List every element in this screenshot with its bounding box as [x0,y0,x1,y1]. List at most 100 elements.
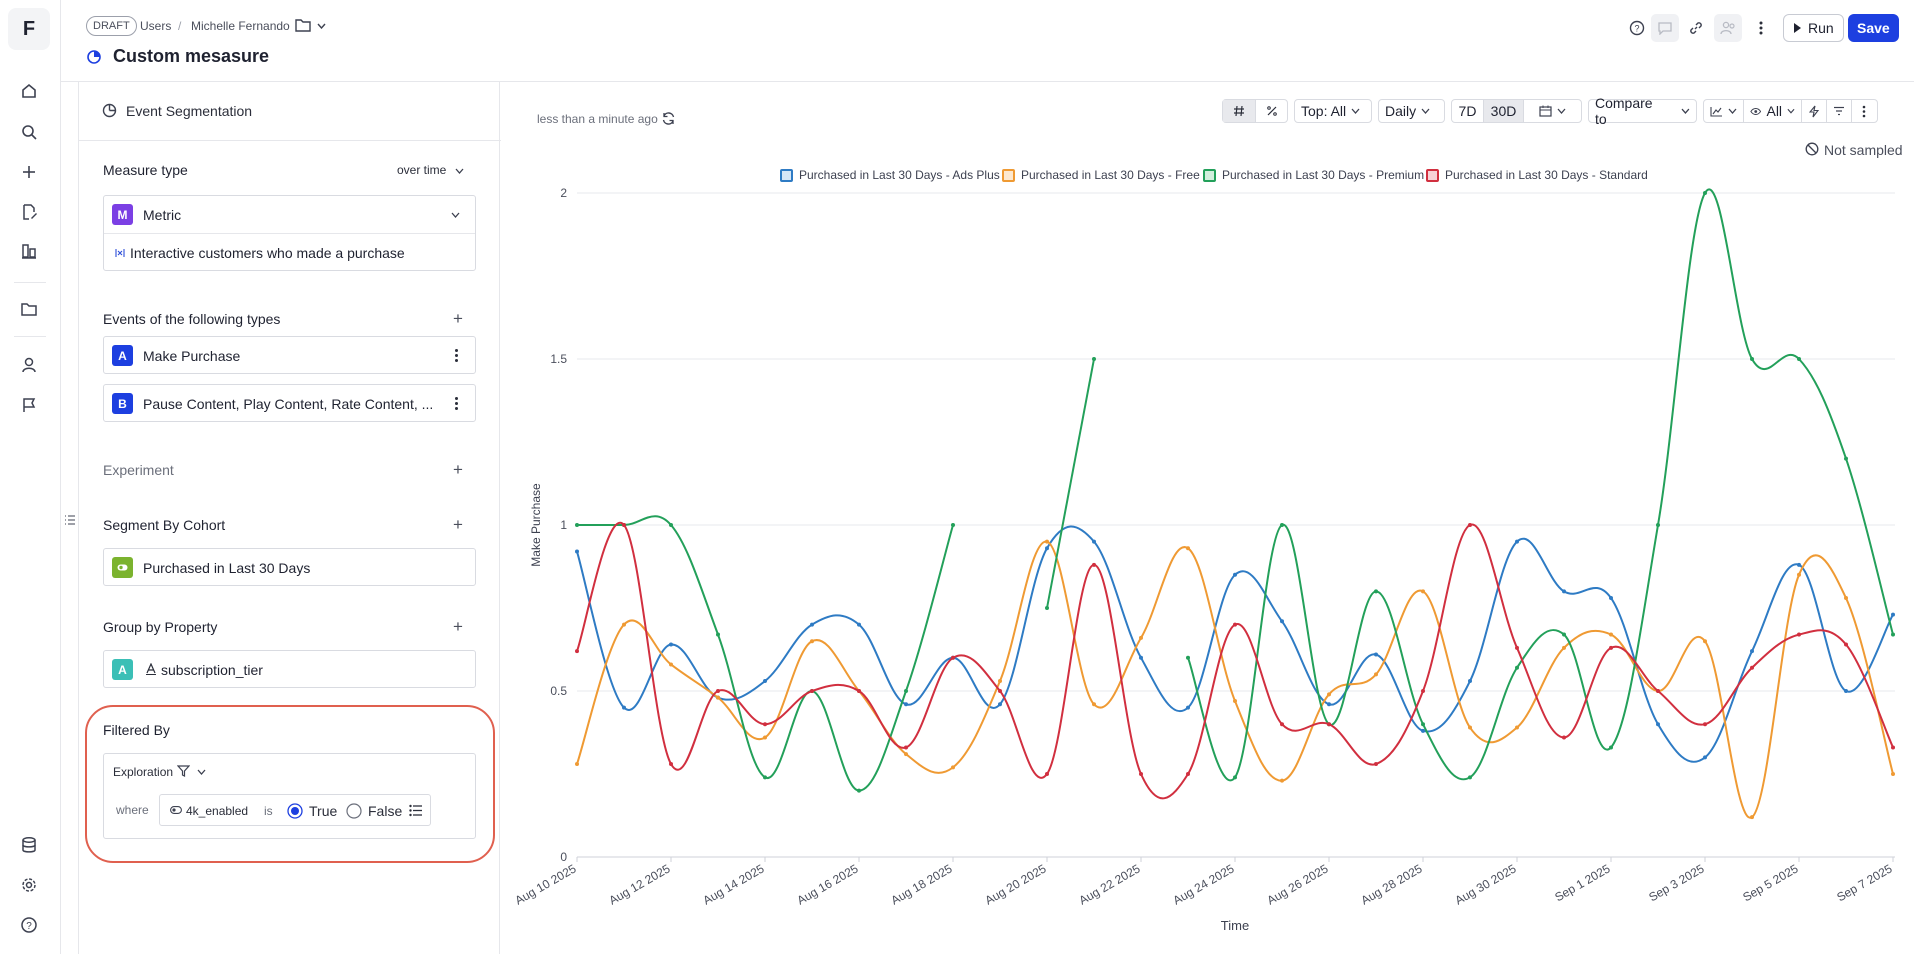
data-point [1186,705,1190,710]
help-icon[interactable]: ? [1629,20,1645,36]
metric-letter-badge: M [112,204,133,225]
y-axis-title: Make Purchase [529,483,543,567]
data-point [1280,722,1284,727]
visibility-dropdown[interactable]: All [1744,100,1802,122]
legend-item[interactable]: Purchased in Last 30 Days - Free [1002,168,1200,182]
more-menu-icon[interactable] [1852,100,1876,122]
legend-swatch [1426,168,1439,182]
add-event-button[interactable]: + [453,309,463,328]
metric-selector[interactable]: M Metric [104,196,475,234]
radio-true[interactable] [287,803,303,819]
interval-dropdown[interactable]: Daily [1378,99,1445,123]
chevron-down-icon[interactable] [455,168,464,174]
filter-condition[interactable]: 4k_enabled is True False [159,794,431,826]
add-experiment-button[interactable]: + [453,460,463,479]
data-point [857,622,861,627]
group-row[interactable]: A subscription_tier [103,650,476,688]
filter-source[interactable]: Exploration [113,765,174,779]
add-segment-button[interactable]: + [453,515,463,534]
boolean-property-icon [170,806,182,814]
top-filter-dropdown[interactable]: Top: All [1294,99,1372,123]
comment-icon[interactable] [1651,14,1679,42]
filter-operator[interactable]: is [264,804,273,818]
data-point [1891,612,1895,617]
lightning-icon[interactable] [1802,100,1827,122]
chevron-down-icon[interactable] [317,23,326,29]
chevron-down-icon[interactable] [197,769,206,775]
visibility-label: All [1766,103,1783,119]
flag-icon[interactable] [18,394,40,416]
database-icon[interactable] [18,834,40,856]
x-tick-label: Sep 5 2025 [1740,861,1800,904]
data-point [1186,772,1190,776]
sort-icon[interactable] [1827,100,1852,122]
number-format-toggle[interactable] [1222,99,1288,123]
x-tick-label: Aug 20 2025 [983,861,1049,907]
data-point [1468,775,1472,780]
save-button[interactable]: Save [1848,14,1899,42]
breadcrumb-owner[interactable]: Michelle Fernando [191,19,290,33]
data-point [716,689,720,693]
filter-icon[interactable] [177,765,190,777]
search-icon[interactable] [18,121,40,143]
chevron-down-icon [1421,108,1430,114]
page-title[interactable]: Custom mesasure [113,46,270,66]
legend-item[interactable]: Purchased in Last 30 Days - Standard [1426,168,1648,182]
legend-item[interactable]: Purchased in Last 30 Days - Premium [1203,168,1424,182]
add-group-button[interactable]: + [453,617,463,636]
user-icon[interactable] [18,354,40,376]
data-point [1327,722,1331,727]
hash-icon[interactable] [1223,100,1256,122]
event-row[interactable]: A Make Purchase [103,336,476,374]
settings-icon[interactable] [18,874,40,896]
folder-icon[interactable] [295,18,311,32]
chart-type-dropdown[interactable] [1704,100,1744,122]
compare-dropdown[interactable]: Compare to [1588,95,1697,127]
list-toggle-icon[interactable] [64,514,76,526]
edit-document-icon[interactable] [18,201,40,223]
data-point [857,788,861,793]
breadcrumb-users[interactable]: Users [140,19,172,33]
data-point [1468,725,1472,730]
date-range-selector[interactable]: 7D 30D [1451,99,1582,123]
range-30d-button[interactable]: 30D [1484,100,1524,122]
data-point [622,523,626,527]
data-point [1797,572,1801,577]
more-menu-icon[interactable] [455,349,459,363]
metric-formula[interactable]: Interactive customers who made a purchas… [130,245,405,261]
data-point [1374,762,1378,767]
boards-icon[interactable] [18,240,40,262]
x-tick-label: Aug 14 2025 [701,861,767,907]
calendar-dropdown[interactable] [1524,100,1581,122]
radio-false[interactable] [346,803,362,819]
link-icon[interactable] [1688,20,1704,36]
chevron-down-icon [1681,108,1690,114]
help-icon[interactable]: ? [18,914,40,936]
cohort-row[interactable]: Purchased in Last 30 Days [103,548,476,586]
app-logo[interactable]: F [8,8,50,50]
filter-property[interactable]: 4k_enabled [186,804,249,818]
list-options-icon[interactable] [409,804,423,817]
data-point [1186,546,1190,551]
share-users-icon[interactable] [1714,14,1742,42]
percent-icon[interactable] [1256,100,1287,122]
folder-icon[interactable] [18,298,40,320]
sampling-status: Not sampled [1824,142,1903,158]
home-icon[interactable] [18,80,40,102]
more-menu-icon[interactable] [455,397,459,411]
plus-icon[interactable] [18,161,40,183]
refresh-icon[interactable] [661,111,676,126]
legend-item[interactable]: Purchased in Last 30 Days - Ads Plus [780,168,1000,182]
report-type-bar[interactable]: Event Segmentation [79,82,501,141]
radio-false-label[interactable]: False [368,803,403,819]
radio-true-label[interactable]: True [309,803,338,819]
filter-title: Filtered By [103,722,170,738]
run-button[interactable]: Run [1783,14,1844,42]
measure-mode-dropdown[interactable]: over time [397,163,447,177]
event-row[interactable]: B Pause Content, Play Content, Rate Cont… [103,384,476,422]
more-menu-icon[interactable] [1759,20,1763,36]
data-point [1421,689,1425,693]
data-point [1750,815,1754,820]
range-7d-button[interactable]: 7D [1452,100,1484,122]
